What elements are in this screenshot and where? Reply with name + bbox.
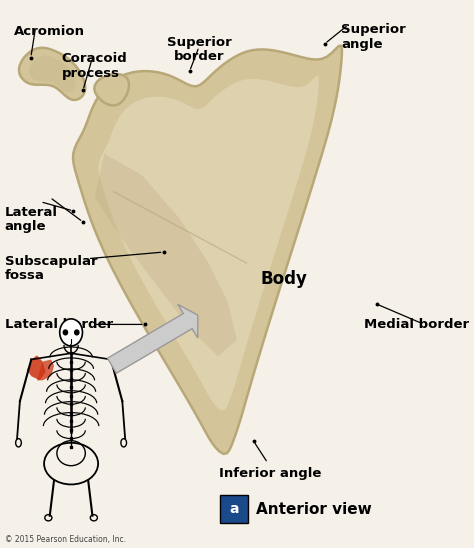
Ellipse shape (60, 319, 82, 346)
Text: a: a (229, 502, 239, 516)
Ellipse shape (74, 329, 80, 335)
Text: Inferior angle: Inferior angle (219, 467, 321, 480)
FancyBboxPatch shape (220, 495, 248, 523)
Text: Subscapular
fossa: Subscapular fossa (5, 255, 97, 282)
Polygon shape (95, 153, 237, 356)
Polygon shape (19, 48, 85, 100)
Text: Acromion: Acromion (14, 25, 85, 38)
Polygon shape (98, 76, 319, 410)
Polygon shape (73, 46, 342, 454)
Polygon shape (29, 56, 75, 92)
Text: Anterior view: Anterior view (256, 501, 372, 517)
Text: Coracoid
process: Coracoid process (62, 52, 128, 79)
Text: Body: Body (261, 271, 308, 288)
Polygon shape (94, 74, 129, 105)
FancyArrowPatch shape (108, 304, 198, 373)
Text: © 2015 Pearson Education, Inc.: © 2015 Pearson Education, Inc. (5, 535, 126, 544)
Polygon shape (27, 355, 46, 380)
Text: Superior
angle: Superior angle (341, 23, 406, 50)
Text: Superior
border: Superior border (167, 36, 231, 63)
Polygon shape (37, 359, 54, 380)
Ellipse shape (63, 329, 68, 335)
Text: Lateral
angle: Lateral angle (5, 206, 58, 233)
Text: Medial border: Medial border (364, 318, 469, 331)
Text: Lateral border: Lateral border (5, 318, 113, 331)
